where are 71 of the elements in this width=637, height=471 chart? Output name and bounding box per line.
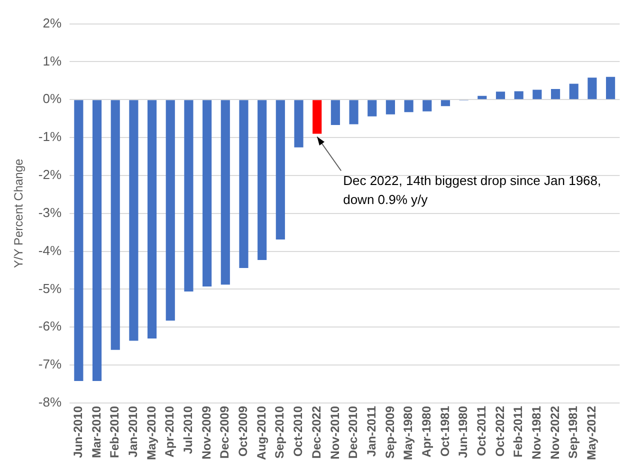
x-tick-label: May-2010 [144, 406, 158, 460]
x-tick-label: Dec-2009 [218, 406, 232, 459]
bar [368, 100, 377, 116]
bar [202, 100, 212, 287]
bar [404, 100, 414, 112]
bar [386, 100, 395, 114]
x-tick-label: Oct-2011 [474, 406, 488, 456]
x-tick-label: Feb-2010 [108, 406, 122, 458]
bar [92, 100, 102, 381]
bar [550, 89, 560, 100]
bar [312, 100, 322, 134]
y-tick-label: 0% [42, 91, 62, 106]
bar [569, 84, 578, 100]
x-tick-label: Jan-2011 [364, 406, 378, 457]
x-tick-label: Sep-1981 [566, 406, 580, 459]
x-tick-label: Feb-2011 [511, 406, 526, 458]
x-tick-label: Jun-2010 [71, 406, 85, 458]
x-tick-label: Apr-1980 [419, 406, 434, 458]
x-tick-label: Sep-2010 [272, 406, 287, 459]
annotation: Dec 2022, 14th biggest drop since Jan 1968, down 0.9% y/y [343, 172, 602, 207]
bar [184, 100, 194, 292]
bar [532, 90, 542, 100]
x-tick-label: May-2012 [584, 406, 599, 460]
bar [276, 100, 285, 240]
bar [110, 100, 120, 350]
x-tick-label: Jul-2010 [181, 406, 196, 454]
bar [349, 100, 358, 124]
bar [220, 100, 230, 285]
x-tick-label: Nov-2009 [199, 406, 214, 460]
x-tick-label: Nov-2010 [328, 406, 342, 460]
x-tick-label: Apr-2010 [162, 406, 177, 458]
bar [606, 76, 616, 100]
bar [496, 92, 506, 100]
bar [478, 96, 487, 100]
x-tick-label: Dec-2022 [309, 406, 324, 459]
x-tick-label: Jun-1980 [456, 406, 470, 458]
x-tick-label: Jan-2010 [126, 406, 140, 458]
y-axis-title: Y/Y Percent Change [12, 158, 26, 268]
y-tick-label: -8% [38, 394, 62, 410]
x-tick-label: Oct-2010 [291, 406, 306, 457]
y-tick-label: 2% [42, 15, 62, 30]
y-tick-label: -4% [38, 242, 62, 258]
x-tick-label: Nov-2022 [548, 406, 562, 460]
bar [588, 78, 597, 100]
bar [166, 100, 175, 321]
bar [294, 100, 304, 148]
y-tick-label: 1% [42, 53, 62, 68]
y-tick-label: -6% [38, 318, 62, 334]
x-tick-label: Mar-2010 [89, 406, 104, 458]
bar [330, 100, 340, 126]
x-tick-label: Oct-2022 [492, 406, 507, 457]
y-tick-label: -1% [38, 129, 62, 144]
bar [129, 100, 138, 341]
bar [514, 91, 524, 100]
bar [74, 100, 84, 381]
x-tick-label: Sep-2009 [382, 406, 397, 459]
y-tick-label: -5% [38, 280, 62, 296]
bar [239, 100, 248, 268]
bar [422, 100, 432, 112]
y-tick-label: -2% [38, 167, 62, 182]
x-tick-label: Aug-2010 [254, 406, 268, 460]
x-tick-label: Dec-2010 [346, 406, 360, 459]
bar [258, 100, 267, 260]
x-tick-label: Nov-1981 [529, 406, 544, 460]
y-tick-label: -7% [38, 356, 62, 372]
x-tick-label: Oct-1981 [438, 406, 452, 457]
bar [440, 100, 450, 106]
x-tick-label: Oct-2009 [236, 406, 250, 457]
y-tick-label: -3% [38, 204, 62, 220]
x-tick-label: May-1980 [401, 406, 416, 460]
bar [148, 100, 157, 339]
